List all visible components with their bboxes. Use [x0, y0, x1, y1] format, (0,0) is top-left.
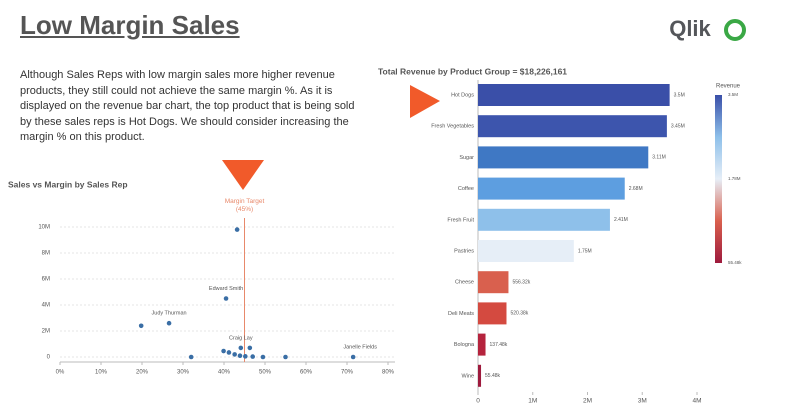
legend-gradient: [715, 95, 722, 263]
value-label: 556.32k: [512, 280, 530, 286]
point: [138, 323, 144, 329]
point: [221, 348, 226, 354]
point: [234, 227, 240, 232]
point: [237, 353, 243, 359]
value-label: 3.11M: [652, 155, 666, 161]
x-tick-label: 2M: [583, 398, 592, 405]
point: [188, 354, 194, 360]
x-tick-label: 3M: [638, 398, 647, 405]
category-label: Wine: [461, 373, 474, 379]
x-tick-label: 0: [476, 398, 480, 405]
value-label: 3.45M: [671, 124, 685, 130]
reference-label: Margin Target (45%): [224, 198, 265, 213]
x-tick-label: 1M: [528, 398, 537, 405]
bar: [478, 177, 625, 200]
category-label: Fresh Fruit: [447, 217, 474, 223]
x-tick-label: 60%: [300, 370, 313, 376]
category-label: Fresh Vegetables: [431, 124, 474, 130]
y-tick-label: 8M: [42, 251, 50, 257]
legend-title: Revenue: [716, 84, 741, 90]
category-label: Hot Dogs: [451, 92, 474, 98]
value-label: 2.41M: [614, 217, 628, 223]
x-tick-label: 10%: [95, 370, 108, 376]
point: [247, 345, 253, 351]
bar-title: Total Revenue by Product Group = $18,226…: [378, 66, 567, 76]
x-tick-label: 80%: [382, 370, 395, 376]
point-label: Janelle Fields: [343, 344, 377, 350]
description: Although Sales Reps with low margin sale…: [20, 69, 355, 143]
value-label: 55.48k: [485, 373, 501, 379]
category-label: Bologna: [454, 342, 475, 348]
x-tick-label: 40%: [218, 370, 231, 376]
y-tick-label: 0: [47, 355, 51, 361]
point: [232, 352, 237, 357]
point: [260, 354, 266, 360]
value-label: 1.75M: [578, 248, 592, 254]
point: [226, 350, 232, 355]
y-tick-label: 2M: [42, 329, 50, 335]
point: [283, 354, 288, 360]
y-tick-label: 6M: [42, 277, 50, 283]
x-tick-label: 20%: [136, 370, 149, 376]
x-tick-label: 0%: [56, 370, 65, 376]
legend-label: 55.48k: [728, 260, 742, 265]
logo-mark: [724, 19, 746, 41]
bar: [478, 84, 670, 106]
point-label: Edward Smith: [209, 286, 243, 292]
bar: [478, 240, 574, 262]
legend-label: 1.78M: [728, 176, 741, 181]
point: [238, 345, 244, 351]
category-label: Deli Meats: [448, 311, 474, 317]
bar: [478, 115, 667, 138]
legend-label: 3.5M: [728, 92, 738, 97]
scatter-title: Sales vs Margin by Sales Rep: [8, 179, 128, 189]
bar: [478, 333, 486, 356]
bar: [478, 271, 509, 294]
category-label: Sugar: [459, 155, 474, 161]
logo: Qlik: [669, 16, 711, 41]
y-tick-label: 4M: [42, 303, 50, 309]
y-tick-label: 10M: [38, 225, 50, 231]
category-label: Coffee: [458, 186, 474, 192]
value-label: 137.48k: [490, 342, 508, 348]
point: [243, 354, 248, 359]
point: [250, 354, 255, 359]
point-label: Judy Thurman: [152, 311, 187, 317]
bar: [478, 208, 610, 231]
value-label: 2.68M: [629, 186, 643, 192]
bar: [478, 302, 507, 325]
x-tick-label: 30%: [177, 370, 190, 376]
x-tick-label: 50%: [259, 370, 272, 376]
category-label: Cheese: [455, 280, 474, 286]
bar: [478, 364, 482, 387]
point-label: Craig Lay: [229, 335, 253, 341]
arrow: [222, 160, 264, 190]
point: [166, 320, 172, 326]
page-title: Low Margin Sales: [20, 10, 240, 40]
point: [223, 296, 229, 301]
x-tick-label: 4M: [692, 398, 701, 405]
value-label: 3.5M: [674, 92, 685, 98]
x-tick-label: 70%: [341, 370, 354, 376]
bar: [478, 146, 649, 169]
arrow: [410, 85, 440, 118]
value-label: 520.38k: [510, 311, 528, 317]
point: [350, 354, 356, 360]
category-label: Pastries: [454, 248, 474, 254]
